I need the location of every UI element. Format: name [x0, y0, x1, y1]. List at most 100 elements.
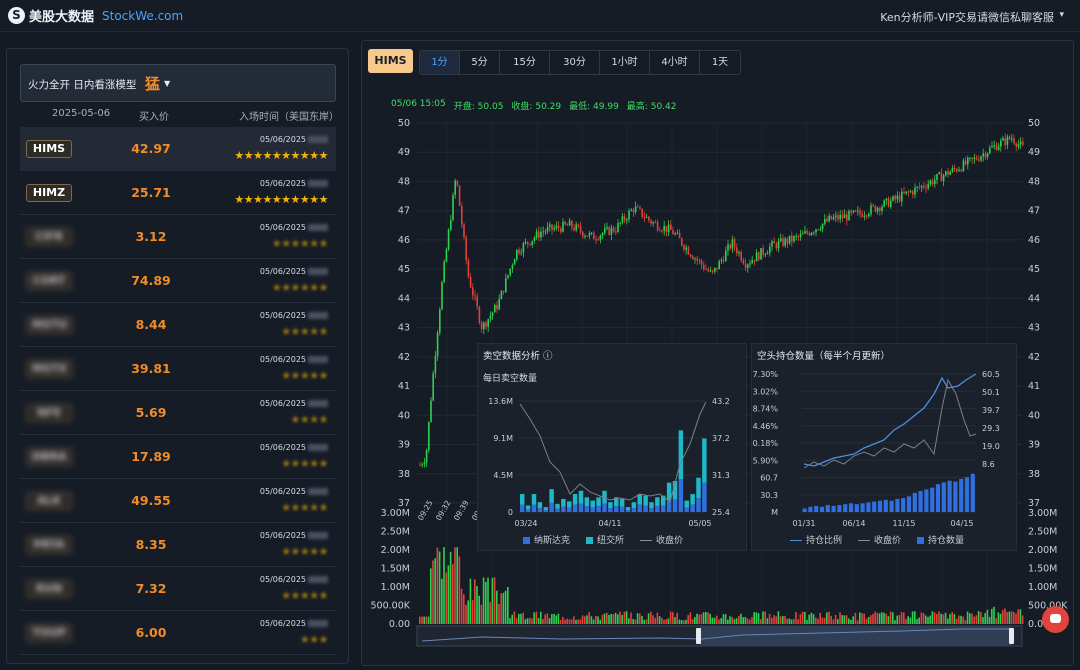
volume-bar [889, 611, 892, 624]
info-icon[interactable]: ⓘ [543, 351, 553, 362]
volume-tick-left: 2.00M [381, 545, 410, 556]
short-y2-tick: 37.2 [712, 434, 730, 443]
legend-close[interactable]: 收盘价 [640, 533, 683, 546]
ticker-badge[interactable]: RUN [26, 580, 72, 598]
candle-body [1011, 138, 1013, 140]
hold-qty-bar [872, 501, 877, 512]
signal-row[interactable]: ALK 49.55 05/06/2025 ★★★★★ [20, 479, 336, 523]
hold-qty-bar [947, 480, 952, 512]
short-bar-nasdaq [702, 482, 707, 512]
ticker-badge[interactable]: CORT [26, 272, 72, 290]
symbol-tag[interactable]: HIMS [368, 49, 413, 73]
legend-nasdaq[interactable]: 纳斯达克 [523, 533, 570, 546]
interval-tab[interactable]: 1小时 [600, 51, 650, 74]
ticker-badge[interactable]: CIFR [26, 228, 72, 246]
candle-body [916, 186, 918, 188]
navigator-window[interactable] [700, 626, 1012, 646]
interval-tab[interactable]: 15分 [500, 51, 550, 74]
short-bar-nasdaq [543, 510, 548, 512]
hold-qty-bar [860, 503, 865, 512]
volume-bar [507, 586, 509, 624]
ticker-badge[interactable]: PRTA [26, 536, 72, 554]
legend-hold-close[interactable]: 收盘价 [858, 533, 901, 546]
signal-row[interactable]: RUN 7.32 05/06/2025 ★★★★★ [20, 567, 336, 611]
hold-x-tick: 11/15 [892, 519, 915, 528]
legend-hold-qty[interactable]: 持仓数量 [917, 533, 964, 546]
navigator-handle-right[interactable] [1009, 628, 1014, 644]
chevron-down-icon[interactable]: ▾ [1059, 10, 1064, 20]
ohlc-close-label: 收盘: [511, 102, 533, 112]
ticker-badge[interactable]: MSTX [26, 360, 73, 378]
short-y2-tick: 25.4 [712, 508, 730, 517]
price-tick-right: 41 [1028, 381, 1040, 392]
volume-bar [647, 613, 650, 624]
candle-body [762, 248, 764, 255]
entry-date: 05/06/2025 [260, 311, 328, 320]
ticker-badge[interactable]: ALK [26, 492, 72, 510]
ticker-badge[interactable]: HIMS [26, 140, 72, 158]
volume-bar [929, 615, 931, 624]
volume-bar [487, 577, 489, 624]
signal-row[interactable]: HIMZ 25.71 05/06/2025 ★★★★★★★★★★ [20, 171, 336, 215]
ticker-badge[interactable]: NFE [26, 404, 72, 422]
ohlc-high-value: 50.42 [650, 102, 677, 112]
candlestick-chart[interactable]: 50 50 49 49 48 48 47 47 46 46 45 45 44 44 43 43 42 42 41 41… [362, 41, 1074, 666]
signal-row[interactable]: MSTU 8.44 05/06/2025 ★★★★★ [20, 303, 336, 347]
volume-bar [458, 556, 461, 624]
volume-bar [718, 619, 720, 624]
signal-row[interactable]: CORT 74.89 05/06/2025 ★★★★★★ [20, 259, 336, 303]
short-bar-nyse [614, 497, 619, 507]
user-menu[interactable]: Ken分析师-VIP交易请微信私聊客服 [880, 11, 1054, 24]
signal-row[interactable]: NFE 5.69 05/06/2025 ★★★★ [20, 391, 336, 435]
legend-hold-ratio[interactable]: 持仓比例 [790, 533, 842, 546]
ticker-badge[interactable]: HIMZ [26, 184, 72, 202]
volume-bar [837, 619, 839, 624]
volume-bar [969, 613, 971, 624]
volume-bar [808, 614, 810, 624]
candle-body [467, 260, 470, 278]
short-x-tick: 04/11 [598, 519, 621, 528]
volume-bar [936, 613, 938, 624]
signal-row[interactable]: DBRA 17.89 05/06/2025 ★★★★★ [20, 435, 336, 479]
interval-tab[interactable]: 1天 [700, 51, 740, 74]
model-select[interactable]: 火力全开 日内看涨模型 猛 ▼ [20, 64, 336, 102]
volume-bar [498, 603, 500, 624]
logo[interactable]: S 美股大数据 StockWe.com [8, 6, 183, 25]
ticker-badge[interactable]: MSTU [26, 316, 74, 334]
signal-row[interactable]: CIFR 3.12 05/06/2025 ★★★★★★ [20, 215, 336, 259]
price-tick-right: 38 [1028, 469, 1040, 480]
rating-stars: ★★★★★ [281, 457, 328, 470]
candle-body [843, 214, 846, 219]
candle-body [817, 229, 819, 231]
navigator-handle-left[interactable] [696, 628, 701, 644]
rating-stars: ★★★★★★★★★★ [234, 193, 328, 206]
volume-bar [986, 609, 989, 624]
interval-tab[interactable]: 30分 [550, 51, 600, 74]
candle-body [892, 196, 894, 201]
ticker-badge[interactable]: DBRA [26, 448, 73, 466]
signal-row[interactable]: TOUP 6.00 05/06/2025 ★★★ [20, 611, 336, 655]
interval-tab[interactable]: 1分 [420, 51, 460, 74]
volume-bar [971, 613, 973, 624]
signal-row[interactable]: MSTX 39.81 05/06/2025 ★★★★★ [20, 347, 336, 391]
candle-body [903, 191, 905, 194]
candle-body [969, 157, 971, 159]
candle-body [632, 209, 635, 213]
signal-row[interactable]: HIMS 42.97 05/06/2025 ★★★★★★★★★★ [20, 127, 336, 171]
candle-body [606, 226, 608, 229]
volume-bar [874, 611, 876, 624]
ticker-badge[interactable]: TOUP [26, 624, 72, 642]
candle-body [445, 249, 448, 262]
legend-nyse[interactable]: 纽交所 [586, 533, 624, 546]
signal-row[interactable]: PRTA 8.35 05/06/2025 ★★★★★ [20, 523, 336, 567]
candle-body [997, 146, 1000, 151]
time-tick: 09:39 [452, 499, 471, 522]
interval-tab[interactable]: 4小时 [650, 51, 700, 74]
volume-bar [995, 618, 997, 624]
interval-tab[interactable]: 5分 [460, 51, 500, 74]
chat-support-button[interactable] [1042, 606, 1069, 633]
candle-body [722, 259, 725, 262]
short-bar-nasdaq [520, 504, 525, 512]
buy-price: 74.89 [131, 273, 171, 288]
candle-body [747, 264, 749, 268]
